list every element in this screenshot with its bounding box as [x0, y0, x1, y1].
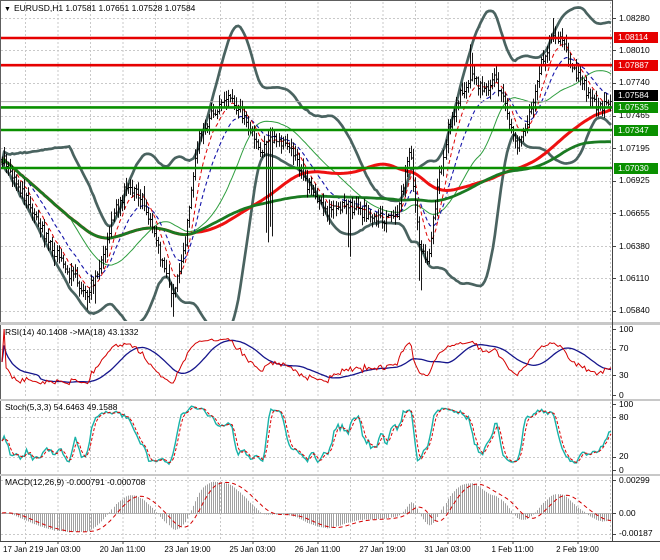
- rsi-tick-label: 100: [619, 323, 634, 334]
- stoch-tick-label: 20: [619, 451, 629, 462]
- stoch-tick-label: 80: [619, 411, 629, 422]
- pane-separator[interactable]: [0, 399, 660, 401]
- price-tick-label: 1.06110: [619, 272, 650, 283]
- rsi-tick-label: 0: [619, 389, 624, 400]
- price-tick-label: 1.08010: [619, 44, 650, 55]
- stoch-tick-label: 100: [619, 398, 634, 409]
- stoch-pane-title: Stoch(5,3,3) 54.6463 49.1588: [5, 402, 118, 412]
- time-tick-label: 1 Feb 11:00: [490, 544, 535, 556]
- rsi-pane[interactable]: [0, 324, 613, 400]
- symbol-dropdown-icon[interactable]: ▼: [4, 6, 11, 13]
- price-axis[interactable]: 1.08280 1.08010 1.07740 1.07465 1.07195 1.069…: [613, 0, 660, 541]
- time-tick-label: 19 Jan 03:00: [33, 544, 82, 556]
- time-tick-label: 26 Jan 11:00: [293, 544, 342, 556]
- price-tick-label: 1.07465: [619, 110, 650, 121]
- ohlc-bars: [2, 18, 611, 317]
- bollinger-upper-line: [1, 6, 612, 228]
- rsi-line: [1, 328, 612, 386]
- price-tick-label: 1.07195: [619, 142, 650, 153]
- rsi-pane-title: RSI(14) 40.1408 ->MA(18) 43.1332: [5, 327, 139, 337]
- sma-slow-green-line: [1, 140, 611, 240]
- time-tick-label: 2 Feb 19:00: [555, 544, 600, 556]
- stoch-tick-label: 0: [619, 464, 624, 475]
- time-tick-label: 25 Jan 03:00: [228, 544, 277, 556]
- chart-title-text: EURUSD,H1 1.07581 1.07651 1.07528 1.0758…: [13, 3, 196, 13]
- resistance-price-badge: 1.07887: [614, 59, 658, 71]
- rsi-tick-label: 30: [619, 369, 629, 380]
- bid-price-badge: 1.07584: [614, 90, 658, 102]
- rsi-ma-line: [1, 339, 612, 383]
- macd-tick-label: 0.00: [619, 507, 636, 518]
- price-tick-label: 1.06380: [619, 240, 650, 251]
- pane-separator[interactable]: [0, 474, 660, 476]
- stoch-d-line: [1, 406, 612, 464]
- pane-separator[interactable]: [0, 322, 660, 325]
- ema-medium-line: [1, 57, 612, 278]
- macd-signal-line: [1, 481, 612, 533]
- resistance-price-badge: 1.08114: [614, 32, 658, 44]
- time-axis[interactable]: 17 Jan 2017 19 Jan 03:00 20 Jan 11:00 23 Ja…: [0, 543, 660, 560]
- price-tick-label: 1.05840: [619, 305, 650, 316]
- time-tick-label: 27 Jan 19:00: [358, 544, 407, 556]
- price-tick-label: 1.06925: [619, 175, 650, 186]
- rsi-grid: [1, 326, 612, 398]
- main-grid: [1, 2, 612, 321]
- support-price-badge: 1.07535: [614, 101, 658, 113]
- time-tick-label: 20 Jan 11:00: [98, 544, 147, 556]
- ohlc-close-ticks: [2, 35, 612, 298]
- main-pane[interactable]: [0, 0, 613, 323]
- time-tick-label: 31 Jan 03:00: [423, 544, 472, 556]
- price-tick-label: 1.06655: [619, 207, 650, 218]
- support-price-badge: 1.07030: [614, 162, 658, 174]
- price-tick-label: 1.07740: [619, 77, 650, 88]
- rsi-tick-label: 70: [619, 343, 629, 354]
- macd-pane-title: MACD(12,26,9) -0.000791 -0.000708: [5, 477, 146, 487]
- macd-tick-label: -0.00187: [619, 528, 653, 539]
- time-tick-label: 23 Jan 19:00: [163, 544, 212, 556]
- support-price-badge: 1.07347: [614, 124, 658, 136]
- price-tick-label: 1.08280: [619, 12, 650, 23]
- chart-title: ▼ EURUSD,H1 1.07581 1.07651 1.07528 1.075…: [4, 3, 195, 13]
- macd-tick-label: 0.00299: [619, 474, 650, 485]
